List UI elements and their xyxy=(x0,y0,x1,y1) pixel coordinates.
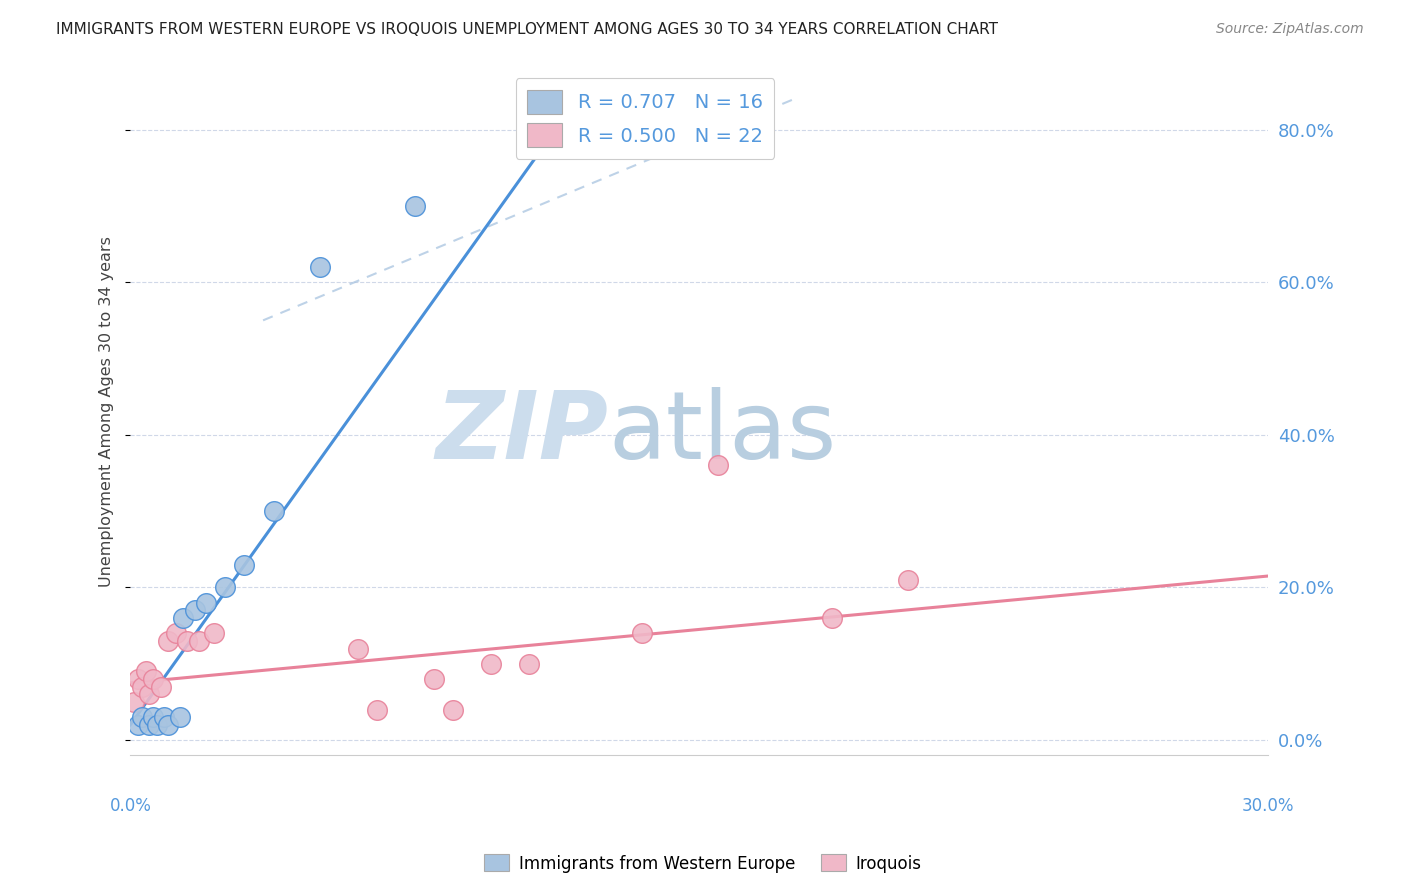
Point xyxy=(142,672,165,686)
Text: 30.0%: 30.0% xyxy=(1241,797,1295,814)
Point xyxy=(134,665,156,679)
Point xyxy=(149,680,172,694)
Point xyxy=(165,626,187,640)
Point xyxy=(214,581,236,595)
Point xyxy=(404,199,426,213)
Point xyxy=(631,626,654,640)
Point xyxy=(707,458,730,473)
Point xyxy=(821,611,844,625)
Point xyxy=(169,710,191,724)
Point xyxy=(366,702,388,716)
Point xyxy=(347,641,370,656)
Text: ZIP: ZIP xyxy=(436,386,609,478)
Legend: Immigrants from Western Europe, Iroquois: Immigrants from Western Europe, Iroquois xyxy=(478,847,928,880)
Legend: R = 0.707   N = 16, R = 0.500   N = 22: R = 0.707 N = 16, R = 0.500 N = 22 xyxy=(516,78,775,159)
Text: 0.0%: 0.0% xyxy=(110,797,152,814)
Point xyxy=(127,672,149,686)
Point xyxy=(172,611,194,625)
Point xyxy=(441,702,464,716)
Point xyxy=(263,504,285,518)
Point xyxy=(184,603,207,617)
Point xyxy=(897,573,920,587)
Point xyxy=(423,672,446,686)
Text: IMMIGRANTS FROM WESTERN EUROPE VS IROQUOIS UNEMPLOYMENT AMONG AGES 30 TO 34 YEAR: IMMIGRANTS FROM WESTERN EUROPE VS IROQUO… xyxy=(56,22,998,37)
Point xyxy=(202,626,225,640)
Text: Source: ZipAtlas.com: Source: ZipAtlas.com xyxy=(1216,22,1364,37)
Point xyxy=(131,680,153,694)
Point xyxy=(157,718,180,732)
Point xyxy=(127,718,149,732)
Point xyxy=(157,633,180,648)
Point xyxy=(187,633,209,648)
Y-axis label: Unemployment Among Ages 30 to 34 years: Unemployment Among Ages 30 to 34 years xyxy=(100,236,114,587)
Point xyxy=(479,657,502,671)
Text: atlas: atlas xyxy=(609,386,837,478)
Point xyxy=(195,596,218,610)
Point xyxy=(138,718,160,732)
Point xyxy=(146,718,169,732)
Point xyxy=(176,633,198,648)
Point xyxy=(233,558,256,572)
Point xyxy=(131,710,153,724)
Point xyxy=(309,260,332,274)
Point xyxy=(153,710,176,724)
Point xyxy=(142,710,165,724)
Point xyxy=(517,657,540,671)
Point xyxy=(138,687,160,701)
Point xyxy=(122,695,145,709)
